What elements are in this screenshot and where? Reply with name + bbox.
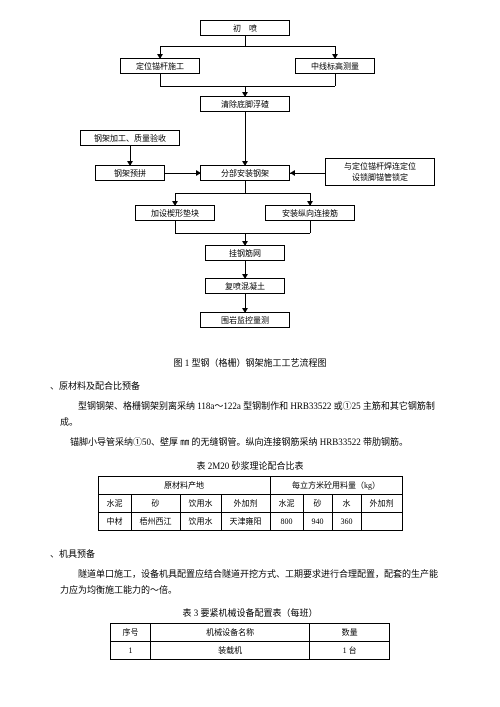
- section1-title: 、原材料及配合比预备: [50, 379, 460, 392]
- section1-p2: 锚脚小导管采纳①50、壁厚 ㎜ 的无缝钢管。纵向连接钢筋采纳 HRB33522 …: [70, 434, 440, 450]
- node-centerline: 中线标高测量: [295, 58, 375, 74]
- table1-h1: 原材料产地: [98, 476, 270, 494]
- t2r1c1: 1: [111, 641, 151, 659]
- section1-p1: 型钢钢架、格栅钢架别离采纳 118a～122a 型钢制作和 HRB33522 或…: [60, 398, 440, 430]
- t1r: 梧州西江: [131, 512, 180, 530]
- node-clear: 清除底脚浮碴: [200, 96, 290, 112]
- table1-h2: 每立方米砼用料量（kg）: [270, 476, 402, 494]
- t1r: 360: [332, 512, 361, 530]
- table1-caption: 表 2M20 砂浆理论配合比表: [40, 459, 460, 472]
- node-process: 钢架加工、质量验收: [80, 130, 180, 146]
- node-preassemble: 钢架预拼: [95, 165, 165, 181]
- t1c: 水泥: [98, 494, 131, 512]
- table1: 原材料产地 每立方米砼用料量（kg） 水泥 砂 饮用水 外加剂 水泥 砂 水 外…: [98, 476, 403, 531]
- t1r: 饮用水: [180, 512, 221, 530]
- node-anchor: 定位锚杆施工: [120, 58, 200, 74]
- t1c: 水泥: [270, 494, 303, 512]
- section2-title: 、机具预备: [50, 547, 460, 560]
- t1c: 水: [332, 494, 361, 512]
- section2-p1: 隧道单口施工，设备机具配置应结合隧道开挖方式、工期要求进行合理配置，配套的生产能…: [60, 566, 440, 598]
- t2r1c3: 1 台: [310, 641, 390, 659]
- node-mesh: 挂钢筋网: [205, 245, 285, 261]
- node-longitudinal: 安装纵向连接筋: [265, 205, 355, 221]
- t2h2: 机械设备名称: [150, 623, 309, 641]
- node-install: 分部安装钢架: [200, 165, 290, 181]
- table2: 序号 机械设备名称 数量 1 装载机 1 台: [110, 623, 390, 660]
- node-respray: 复喷混凝土: [205, 278, 285, 294]
- t1r: [361, 512, 402, 530]
- node-weld: 与定位锚杆焊连定位 设锁脚锚管锁定: [325, 158, 435, 186]
- t1c: 外加剂: [361, 494, 402, 512]
- node-monitor: 围岩监控量测: [200, 312, 290, 328]
- t1r: 940: [303, 512, 332, 530]
- node-wedge: 加设楔形垫块: [135, 205, 215, 221]
- flowchart-caption: 图 1 型钢（格栅）钢架施工工艺流程图: [40, 356, 460, 369]
- t1r: 中材: [98, 512, 131, 530]
- t1c: 砂: [303, 494, 332, 512]
- t1c: 砂: [131, 494, 180, 512]
- t2r1c2: 装载机: [150, 641, 309, 659]
- t2h3: 数量: [310, 623, 390, 641]
- table2-caption: 表 3 要紧机械设备配置表（每班）: [40, 606, 460, 619]
- t1c: 饮用水: [180, 494, 221, 512]
- t1r: 天津雍阳: [221, 512, 270, 530]
- node-init-spray: 初 喷: [200, 20, 290, 36]
- t1c: 外加剂: [221, 494, 270, 512]
- t2h1: 序号: [111, 623, 151, 641]
- flowchart: 初 喷 定位锚杆施工 中线标高测量 清除底脚浮碴 钢架加工、质量验收 钢架预拼 …: [40, 20, 460, 350]
- t1r: 800: [270, 512, 303, 530]
